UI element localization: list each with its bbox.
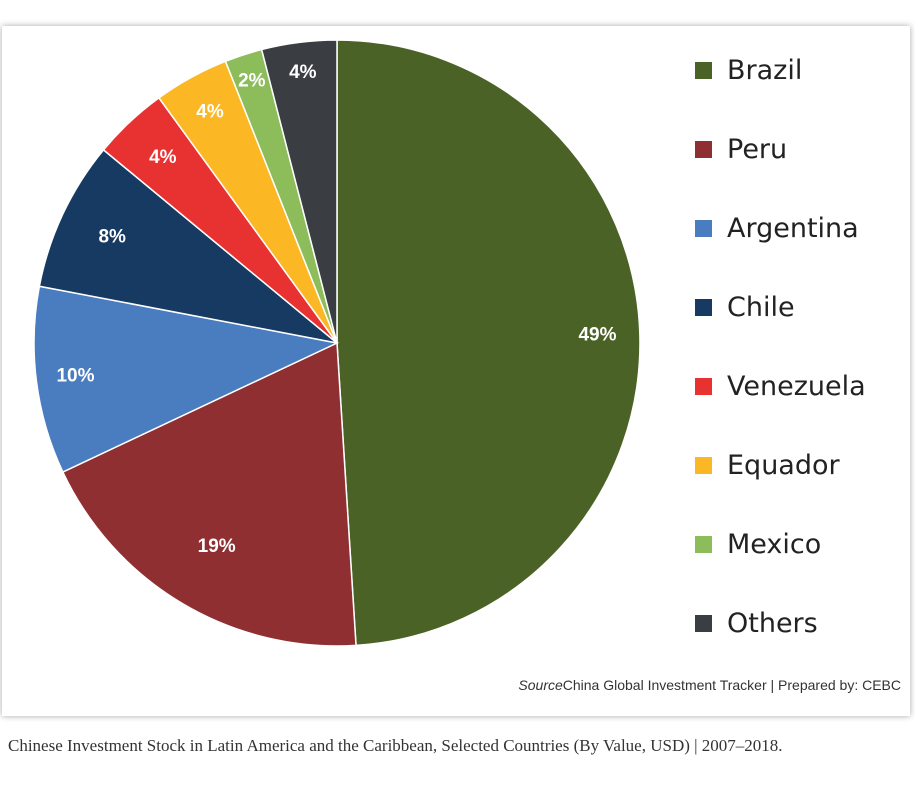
pie-slices (33, 39, 641, 647)
legend-label: Chile (727, 291, 795, 323)
legend-swatch (695, 140, 712, 158)
source-text: China Global Investment Tracker | Prepar… (562, 677, 901, 693)
legend-swatch (695, 377, 712, 395)
legend-label: Equador (727, 449, 840, 481)
legend-label: Peru (727, 133, 788, 165)
legend-label: Mexico (727, 528, 822, 560)
legend-item-brazil: Brazil (695, 50, 802, 90)
legend-item-peru: Peru (695, 129, 787, 169)
source-line: SourceChina Global Investment Tracker | … (518, 677, 901, 693)
legend-item-equador: Equador (695, 445, 840, 485)
legend-label: Venezuela (727, 370, 866, 402)
legend-item-venezuela: Venezuela (695, 366, 866, 406)
slice-label-brazil: 49% (578, 324, 616, 345)
figure-caption: Chinese Investment Stock in Latin Americ… (8, 736, 783, 755)
slice-label-venezuela: 4% (149, 147, 177, 168)
source-prefix: Source (518, 677, 563, 693)
slice-label-mexico: 2% (238, 70, 266, 91)
legend-swatch (695, 456, 712, 474)
legend-swatch (695, 298, 712, 316)
slice-label-others: 4% (289, 62, 317, 83)
pie-slice-argentina (33, 285, 340, 474)
legend-item-others: Others (695, 603, 818, 643)
legend-item-argentina: Argentina (695, 208, 859, 248)
pie-slice-others (260, 39, 338, 344)
pie-slice-brazil (336, 39, 641, 647)
legend-swatch (695, 219, 712, 237)
pie-slice-labels: 49% 19% 10% 8% 4% 4% 2% 4% (56, 62, 616, 557)
legend-swatch (695, 535, 712, 553)
pie-slice-peru (61, 341, 357, 647)
legend-label: Argentina (727, 212, 859, 244)
legend-item-chile: Chile (695, 287, 795, 327)
legend-swatch (695, 61, 712, 79)
legend-swatch (695, 614, 712, 632)
legend-label: Others (727, 607, 818, 639)
legend-label: Brazil (727, 54, 803, 86)
slice-label-argentina: 10% (56, 366, 94, 387)
slice-label-chile: 8% (98, 227, 126, 248)
slice-label-equador: 4% (196, 102, 224, 123)
pie-slice-chile (38, 148, 338, 344)
legend-item-mexico: Mexico (695, 524, 821, 564)
slice-label-peru: 19% (198, 536, 236, 557)
